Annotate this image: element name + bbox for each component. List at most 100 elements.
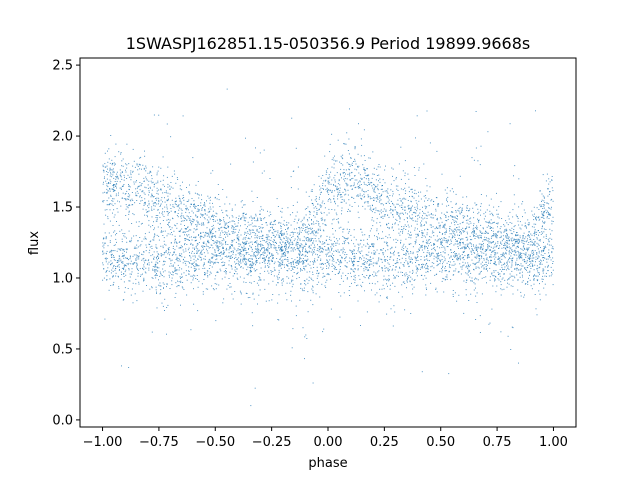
data-point	[354, 179, 356, 181]
data-point	[380, 258, 382, 260]
data-point	[301, 227, 303, 229]
data-point	[306, 278, 308, 280]
data-point	[265, 222, 267, 224]
data-point	[123, 254, 125, 256]
data-point	[250, 232, 252, 234]
data-point	[366, 238, 368, 240]
data-point	[546, 275, 547, 277]
data-point	[346, 185, 348, 187]
data-point	[447, 254, 449, 256]
data-point	[193, 303, 195, 305]
data-point	[191, 263, 193, 265]
data-point	[163, 211, 165, 213]
data-point	[371, 182, 373, 184]
data-point	[195, 245, 197, 247]
data-point	[503, 262, 505, 264]
data-point	[107, 186, 109, 188]
data-point	[201, 249, 203, 251]
data-point	[168, 248, 170, 250]
data-point	[442, 251, 444, 253]
data-point	[274, 236, 276, 238]
data-point	[415, 212, 417, 214]
data-point	[538, 230, 539, 231]
data-point	[111, 176, 113, 178]
data-point	[243, 218, 245, 220]
data-point	[156, 192, 158, 194]
data-point	[252, 230, 254, 231]
data-point	[312, 263, 314, 265]
data-point	[332, 157, 334, 159]
data-point	[113, 184, 114, 185]
data-point	[109, 251, 111, 253]
data-point	[344, 180, 346, 182]
data-point	[433, 262, 435, 264]
data-point	[295, 262, 296, 264]
data-point	[509, 123, 511, 125]
data-point	[126, 248, 128, 250]
data-point	[391, 226, 393, 228]
data-point	[482, 227, 484, 229]
data-point	[353, 236, 355, 238]
data-point	[214, 249, 216, 251]
data-point	[153, 229, 155, 231]
data-point	[331, 244, 333, 246]
data-point	[494, 233, 496, 235]
data-point	[282, 233, 284, 235]
data-point	[192, 262, 194, 264]
data-point	[240, 201, 242, 203]
data-point	[454, 233, 456, 235]
data-point	[207, 252, 209, 254]
data-point	[378, 174, 380, 176]
data-point	[295, 261, 297, 263]
data-point	[520, 228, 522, 230]
data-point	[242, 241, 243, 243]
data-point	[308, 195, 310, 197]
data-point	[469, 208, 471, 210]
data-point	[165, 244, 167, 246]
data-point	[402, 189, 404, 191]
data-point	[389, 279, 390, 281]
data-point	[355, 268, 356, 270]
data-point	[393, 229, 394, 231]
data-point	[296, 261, 298, 263]
data-point	[543, 249, 545, 251]
data-point	[155, 274, 157, 276]
data-point	[408, 230, 409, 232]
data-point	[249, 264, 251, 266]
data-point	[162, 271, 164, 273]
data-point	[412, 217, 414, 219]
data-point	[547, 256, 549, 257]
data-point	[303, 268, 305, 269]
data-point	[148, 220, 150, 222]
data-point	[147, 184, 149, 186]
data-point	[454, 263, 456, 265]
data-point	[242, 258, 244, 260]
data-point	[425, 255, 427, 257]
data-point	[160, 253, 162, 254]
data-point	[201, 209, 203, 211]
data-point	[242, 267, 244, 269]
data-point	[333, 159, 335, 161]
data-point	[209, 206, 211, 208]
data-point	[255, 215, 257, 217]
data-point	[139, 164, 141, 166]
data-point	[421, 247, 423, 248]
data-point	[380, 249, 382, 251]
data-point	[126, 241, 128, 243]
data-point	[245, 217, 247, 219]
data-point	[232, 256, 233, 258]
data-point	[482, 249, 484, 251]
data-point	[399, 213, 401, 215]
data-point	[495, 276, 497, 278]
data-point	[374, 235, 375, 237]
data-point	[206, 272, 208, 274]
data-point	[396, 275, 398, 277]
data-point	[345, 182, 347, 184]
data-point	[212, 228, 214, 230]
data-point	[204, 235, 206, 237]
data-point	[126, 263, 128, 265]
data-point	[414, 243, 416, 245]
data-point	[450, 249, 452, 251]
data-point	[503, 256, 505, 258]
data-point	[538, 219, 540, 221]
